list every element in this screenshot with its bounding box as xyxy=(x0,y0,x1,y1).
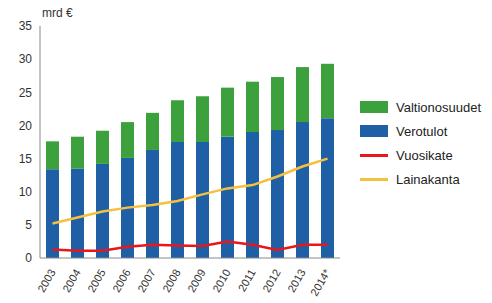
svg-text:2007: 2007 xyxy=(135,267,158,294)
svg-text:2009: 2009 xyxy=(185,267,208,294)
svg-text:10: 10 xyxy=(19,185,33,199)
svg-text:2006: 2006 xyxy=(110,267,133,294)
svg-text:2011: 2011 xyxy=(235,267,257,293)
svg-text:20: 20 xyxy=(19,119,33,133)
html-text:Valtionosuudet: Valtionosuudet xyxy=(396,99,481,115)
html-text:Verotulot: Verotulot xyxy=(396,123,448,139)
svg-text:2003: 2003 xyxy=(35,267,58,294)
svg-text:2005: 2005 xyxy=(85,267,108,294)
svg-text:35: 35 xyxy=(19,19,33,33)
svg-text:2012: 2012 xyxy=(260,267,283,294)
svg-text:2014*: 2014* xyxy=(308,266,333,298)
svg-text:2008: 2008 xyxy=(160,267,183,294)
html-text:Lainakanta: Lainakanta xyxy=(396,171,460,187)
svg-text:5: 5 xyxy=(25,218,32,232)
svg-text:2010: 2010 xyxy=(210,267,233,294)
svg-text:30: 30 xyxy=(19,52,33,66)
html-text:mrd €: mrd € xyxy=(42,6,73,20)
html-text:Vuosikate: Vuosikate xyxy=(396,147,453,163)
svg-text:2013: 2013 xyxy=(285,267,308,294)
svg-text:0: 0 xyxy=(25,251,32,265)
svg-text:2004: 2004 xyxy=(60,267,83,294)
svg-text:15: 15 xyxy=(19,152,33,166)
svg-text:25: 25 xyxy=(19,86,33,100)
